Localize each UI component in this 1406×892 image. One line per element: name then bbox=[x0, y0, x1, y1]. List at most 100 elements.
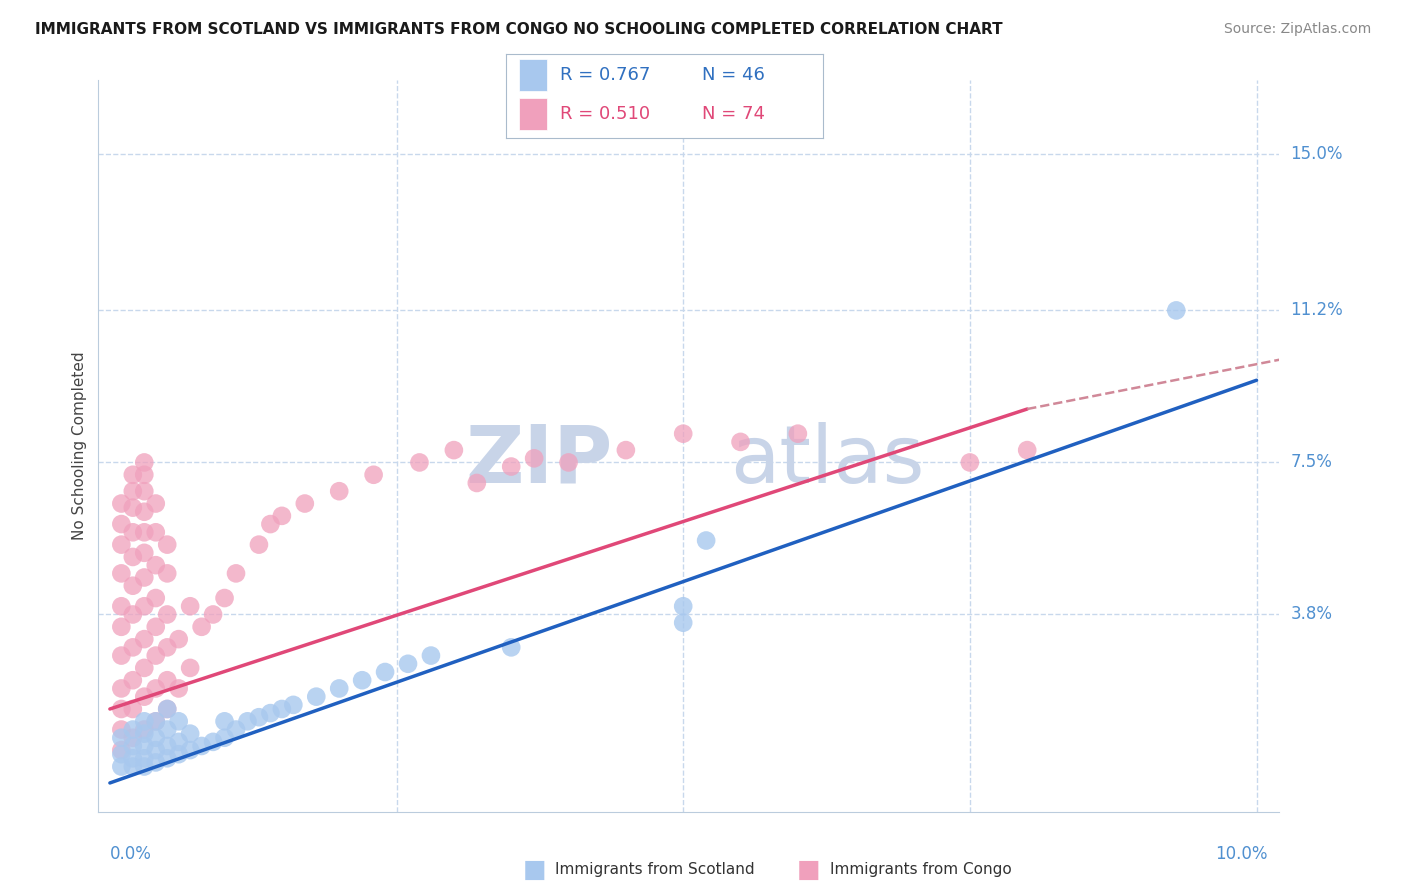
Text: 0.0%: 0.0% bbox=[110, 845, 152, 863]
Text: ■: ■ bbox=[523, 858, 546, 881]
Point bbox=[443, 443, 465, 458]
Point bbox=[110, 538, 132, 552]
Point bbox=[202, 607, 225, 622]
Point bbox=[305, 690, 328, 704]
Point bbox=[145, 525, 167, 540]
Point bbox=[328, 681, 350, 696]
Point bbox=[190, 620, 212, 634]
Point bbox=[225, 566, 247, 581]
Point bbox=[730, 434, 752, 449]
Point bbox=[247, 710, 270, 724]
Point bbox=[110, 743, 132, 757]
Point bbox=[110, 759, 132, 773]
Point bbox=[156, 723, 179, 737]
Text: ■: ■ bbox=[797, 858, 820, 881]
Point bbox=[672, 615, 695, 630]
Text: N = 74: N = 74 bbox=[703, 104, 765, 123]
Text: IMMIGRANTS FROM SCOTLAND VS IMMIGRANTS FROM CONGO NO SCHOOLING COMPLETED CORRELA: IMMIGRANTS FROM SCOTLAND VS IMMIGRANTS F… bbox=[35, 22, 1002, 37]
Text: N = 46: N = 46 bbox=[703, 66, 765, 84]
Point bbox=[214, 731, 236, 745]
Point bbox=[167, 681, 190, 696]
Point bbox=[363, 467, 385, 482]
Text: R = 0.767: R = 0.767 bbox=[560, 66, 651, 84]
Point bbox=[420, 648, 443, 663]
Point bbox=[167, 714, 190, 729]
Point bbox=[695, 533, 717, 548]
Point bbox=[121, 607, 143, 622]
Text: 10.0%: 10.0% bbox=[1216, 845, 1268, 863]
Text: 11.2%: 11.2% bbox=[1291, 301, 1343, 319]
Point bbox=[214, 591, 236, 605]
Point bbox=[156, 607, 179, 622]
Point bbox=[786, 426, 808, 441]
Text: Source: ZipAtlas.com: Source: ZipAtlas.com bbox=[1223, 22, 1371, 37]
Point bbox=[145, 591, 167, 605]
Point bbox=[134, 726, 156, 740]
Point bbox=[179, 661, 201, 675]
Point bbox=[202, 735, 225, 749]
Point bbox=[179, 743, 201, 757]
Point bbox=[294, 496, 316, 510]
Point bbox=[134, 714, 156, 729]
Point bbox=[672, 426, 695, 441]
Point bbox=[167, 735, 190, 749]
Point bbox=[110, 496, 132, 510]
Point bbox=[110, 702, 132, 716]
Point bbox=[145, 496, 167, 510]
Point bbox=[270, 702, 292, 716]
Point bbox=[156, 566, 179, 581]
Point bbox=[121, 640, 143, 655]
Point bbox=[110, 731, 132, 745]
Point bbox=[110, 620, 132, 634]
Point bbox=[134, 751, 156, 765]
Text: R = 0.510: R = 0.510 bbox=[560, 104, 650, 123]
Point bbox=[110, 723, 132, 737]
Point bbox=[156, 739, 179, 753]
Text: 15.0%: 15.0% bbox=[1291, 145, 1343, 163]
Bar bbox=[519, 59, 547, 91]
Point bbox=[110, 566, 132, 581]
Point bbox=[121, 731, 143, 745]
Text: Immigrants from Congo: Immigrants from Congo bbox=[830, 863, 1011, 877]
Point bbox=[134, 599, 156, 614]
Point bbox=[134, 661, 156, 675]
Point bbox=[523, 451, 546, 466]
Text: 3.8%: 3.8% bbox=[1291, 606, 1333, 624]
Point bbox=[134, 505, 156, 519]
Point bbox=[134, 570, 156, 584]
Point bbox=[374, 665, 396, 679]
Point bbox=[121, 549, 143, 564]
Point bbox=[121, 751, 143, 765]
Bar bbox=[519, 97, 547, 130]
Text: Immigrants from Scotland: Immigrants from Scotland bbox=[555, 863, 755, 877]
Point bbox=[110, 648, 132, 663]
Point bbox=[247, 538, 270, 552]
Point bbox=[121, 673, 143, 688]
Point bbox=[110, 747, 132, 762]
Point bbox=[396, 657, 419, 671]
Text: atlas: atlas bbox=[730, 422, 925, 500]
Point bbox=[145, 714, 167, 729]
Point bbox=[121, 500, 143, 515]
Point bbox=[121, 525, 143, 540]
Point bbox=[134, 759, 156, 773]
Point bbox=[614, 443, 637, 458]
Point bbox=[145, 756, 167, 770]
Point bbox=[959, 455, 981, 469]
Point bbox=[156, 538, 179, 552]
Point bbox=[408, 455, 430, 469]
Point bbox=[145, 558, 167, 573]
Point bbox=[134, 723, 156, 737]
Point bbox=[145, 714, 167, 729]
Point bbox=[110, 517, 132, 532]
Text: ZIP: ZIP bbox=[465, 422, 612, 500]
Text: 7.5%: 7.5% bbox=[1291, 453, 1333, 472]
Point bbox=[1017, 443, 1039, 458]
Point bbox=[121, 579, 143, 593]
Point bbox=[134, 455, 156, 469]
Point bbox=[167, 747, 190, 762]
Point bbox=[121, 484, 143, 499]
Point bbox=[156, 751, 179, 765]
Point bbox=[121, 723, 143, 737]
Point bbox=[259, 517, 281, 532]
